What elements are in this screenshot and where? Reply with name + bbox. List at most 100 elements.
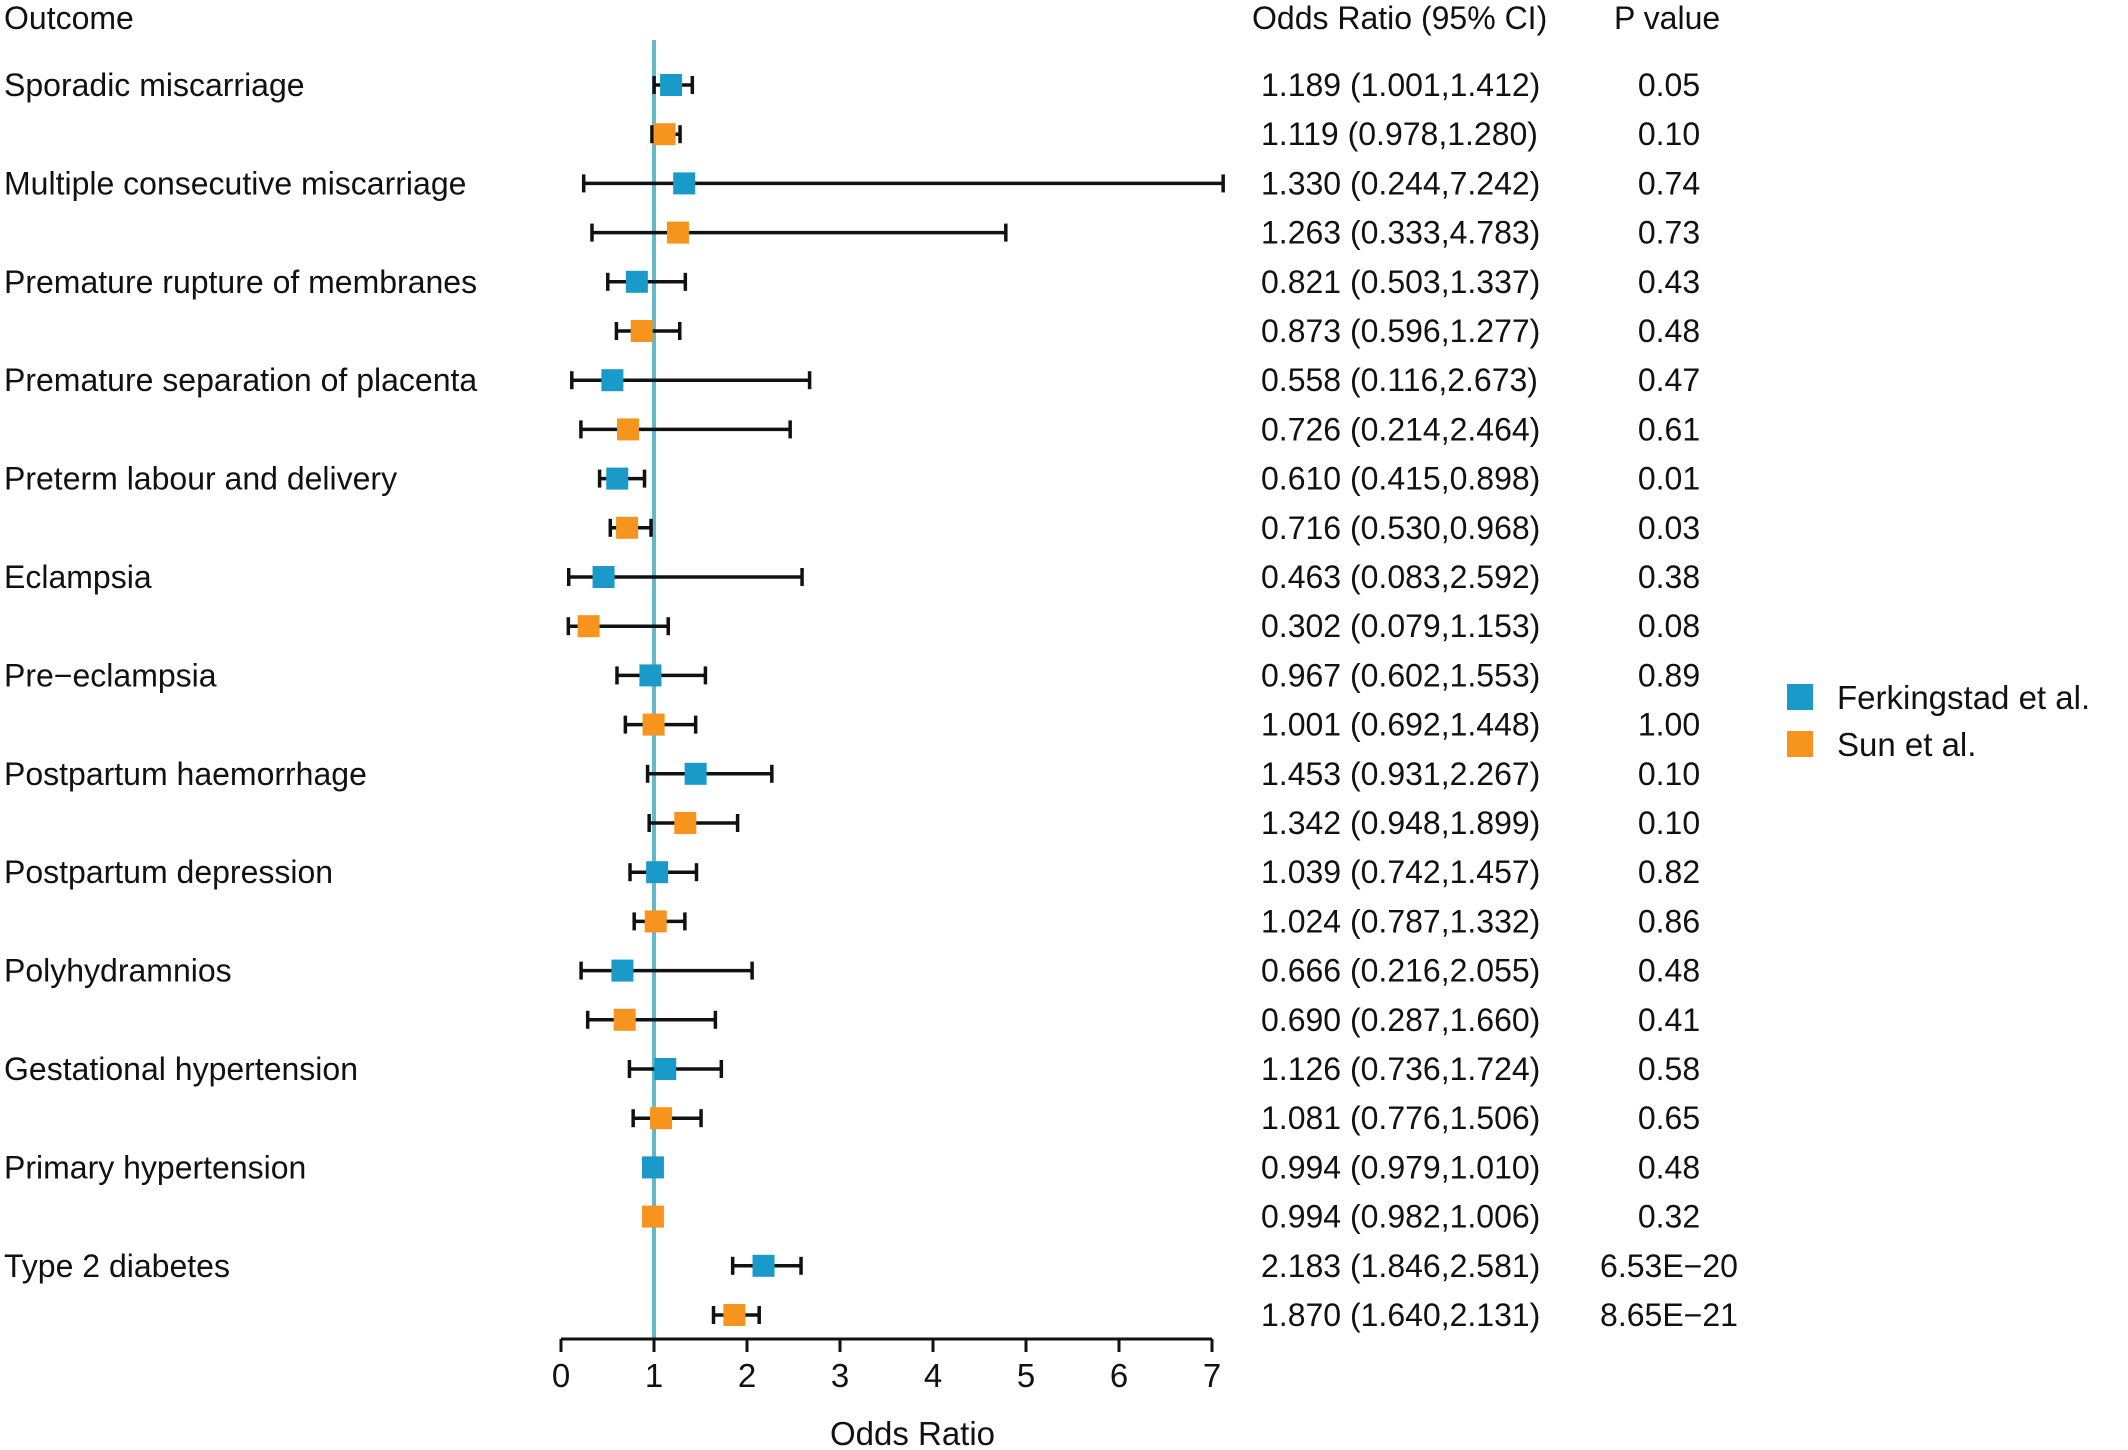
outcome-label: Postpartum haemorrhage — [4, 756, 367, 792]
odds-ratio-ci-value: 0.690 (0.287,1.660) — [1261, 1002, 1540, 1038]
point-estimate-ferkingstad — [592, 566, 615, 588]
x-tick-label: 6 — [1110, 1357, 1128, 1394]
point-estimate-sun — [630, 320, 653, 342]
odds-ratio-ci-value: 1.024 (0.787,1.332) — [1261, 903, 1540, 939]
odds-ratio-ci-value: 0.666 (0.216,2.055) — [1261, 953, 1540, 989]
x-tick-label: 2 — [738, 1357, 756, 1394]
odds-ratio-ci-value: 2.183 (1.846,2.581) — [1261, 1248, 1540, 1284]
p-value: 0.43 — [1638, 264, 1700, 300]
odds-ratio-ci-column-header: Odds Ratio (95% CI) — [1252, 0, 1547, 36]
point-estimate-ferkingstad — [660, 74, 683, 96]
point-estimate-sun — [642, 713, 665, 736]
odds-ratio-ci-value: 1.189 (1.001,1.412) — [1261, 67, 1540, 103]
odds-ratio-ci-value: 1.342 (0.948,1.899) — [1261, 805, 1540, 841]
point-estimate-sun — [650, 1107, 673, 1130]
x-axis: 0 1 2 3 4 5 6 7 Odds Ratio — [552, 1337, 1221, 1450]
odds-ratio-ci-value: 0.967 (0.602,1.553) — [1261, 657, 1540, 693]
odds-ratio-ci-value: 1.126 (0.736,1.724) — [1261, 1051, 1540, 1087]
point-estimate-ferkingstad — [639, 664, 662, 687]
odds-ratio-ci-value: 0.302 (0.079,1.153) — [1261, 608, 1540, 644]
point-estimate-ferkingstad — [673, 172, 696, 195]
forest-row: Type 2 diabetes 2.183 (1.846,2.581) 6.53E−… — [4, 1248, 1738, 1284]
x-tick-label: 5 — [1017, 1357, 1035, 1394]
p-value: 0.89 — [1638, 657, 1700, 693]
p-value: 6.53E−20 — [1600, 1248, 1738, 1284]
odds-ratio-ci-value: 0.873 (0.596,1.277) — [1261, 313, 1540, 349]
forest-row: 1.024 (0.787,1.332) 0.86 — [632, 903, 1700, 939]
outcome-label: Polyhydramnios — [4, 953, 232, 989]
forest-row: Gestational hypertension 1.126 (0.736,1.7… — [4, 1051, 1700, 1087]
outcome-label: Type 2 diabetes — [4, 1248, 230, 1284]
outcome-label: Multiple consecutive miscarriage — [4, 165, 466, 201]
forest-row: Premature rupture of membranes 0.821 (0.5… — [4, 264, 1700, 300]
p-value: 0.48 — [1638, 953, 1700, 989]
point-estimate-ferkingstad — [646, 861, 669, 884]
p-value: 0.74 — [1638, 165, 1700, 201]
point-estimate-ferkingstad — [752, 1254, 775, 1277]
forest-row: 1.081 (0.776,1.506) 0.65 — [631, 1100, 1700, 1136]
outcome-label: Premature separation of placenta — [4, 362, 477, 398]
legend-item: Sun et al. — [1787, 726, 1976, 763]
point-estimate-sun — [613, 1008, 636, 1031]
p-value: 0.61 — [1638, 411, 1700, 447]
odds-ratio-ci-value: 0.716 (0.530,0.968) — [1261, 510, 1540, 546]
forest-row: 1.119 (0.978,1.280) 0.10 — [650, 116, 1700, 152]
p-value: 0.41 — [1638, 1002, 1700, 1038]
x-tick-label: 1 — [645, 1357, 663, 1394]
odds-ratio-ci-value: 1.870 (1.640,2.131) — [1261, 1297, 1540, 1333]
p-value: 0.86 — [1638, 903, 1700, 939]
p-value: 0.32 — [1638, 1199, 1700, 1235]
odds-ratio-ci-value: 1.263 (0.333,4.783) — [1261, 215, 1540, 251]
forest-row: 0.726 (0.214,2.464) 0.61 — [579, 411, 1700, 447]
p-value: 0.01 — [1638, 461, 1700, 497]
point-estimate-sun — [616, 516, 639, 539]
forest-rows: Sporadic miscarriage 1.189 (1.001,1.412) 0… — [4, 67, 1738, 1333]
p-value: 0.05 — [1638, 67, 1700, 103]
point-estimate-ferkingstad — [684, 762, 707, 785]
odds-ratio-ci-value: 0.994 (0.982,1.006) — [1261, 1199, 1540, 1235]
column-headers: Outcome Odds Ratio (95% CI) P value — [4, 0, 1720, 36]
forest-row: Sporadic miscarriage 1.189 (1.001,1.412) 0… — [4, 67, 1700, 103]
forest-row: 1.001 (0.692,1.448) 1.00 — [623, 707, 1700, 743]
forest-row: Postpartum depression 1.039 (0.742,1.457)… — [4, 854, 1700, 890]
p-value: 0.82 — [1638, 854, 1700, 890]
p-value: 0.48 — [1638, 1149, 1700, 1185]
outcome-label: Premature rupture of membranes — [4, 264, 477, 300]
legend-label: Ferkingstad et al. — [1837, 679, 2090, 716]
x-tick-label: 3 — [831, 1357, 849, 1394]
point-estimate-sun — [641, 1205, 664, 1228]
outcome-label: Primary hypertension — [4, 1149, 306, 1185]
outcome-label: Postpartum depression — [4, 854, 333, 890]
odds-ratio-ci-value: 0.994 (0.979,1.010) — [1261, 1149, 1540, 1185]
forest-row: 0.873 (0.596,1.277) 0.48 — [614, 313, 1700, 349]
outcome-label: Preterm labour and delivery — [4, 461, 397, 497]
point-estimate-ferkingstad — [611, 959, 634, 982]
forest-row: 1.342 (0.948,1.899) 0.10 — [647, 805, 1700, 841]
p-value: 1.00 — [1638, 707, 1700, 743]
legend: Ferkingstad et al. Sun et al. — [1787, 679, 2090, 763]
p-value: 0.08 — [1638, 608, 1700, 644]
p-value: 0.38 — [1638, 559, 1700, 595]
outcome-label: Sporadic miscarriage — [4, 67, 305, 103]
forest-row: 1.870 (1.640,2.131) 8.65E−21 — [711, 1297, 1738, 1333]
point-estimate-sun — [577, 615, 600, 638]
odds-ratio-ci-value: 1.081 (0.776,1.506) — [1261, 1100, 1540, 1136]
p-value: 0.48 — [1638, 313, 1700, 349]
odds-ratio-ci-value: 0.821 (0.503,1.337) — [1261, 264, 1540, 300]
p-value: 0.03 — [1638, 510, 1700, 546]
p-value: 0.47 — [1638, 362, 1700, 398]
p-value: 0.10 — [1638, 756, 1700, 792]
point-estimate-sun — [644, 910, 667, 933]
forest-row: Premature separation of placenta 0.558 (0… — [4, 362, 1700, 398]
outcome-label: Eclampsia — [4, 559, 152, 595]
p-value: 8.65E−21 — [1600, 1297, 1738, 1333]
point-estimate-ferkingstad — [625, 270, 648, 293]
p-value: 0.10 — [1638, 805, 1700, 841]
forest-row: 0.716 (0.530,0.968) 0.03 — [608, 510, 1700, 546]
outcome-label: Pre−eclampsia — [4, 657, 217, 693]
odds-ratio-ci-value: 0.463 (0.083,2.592) — [1261, 559, 1540, 595]
forest-row: Primary hypertension 0.994 (0.979,1.010) 0… — [4, 1149, 1700, 1185]
x-axis-title: Odds Ratio — [830, 1415, 995, 1450]
forest-row: Multiple consecutive miscarriage 1.330 (0… — [4, 165, 1700, 201]
